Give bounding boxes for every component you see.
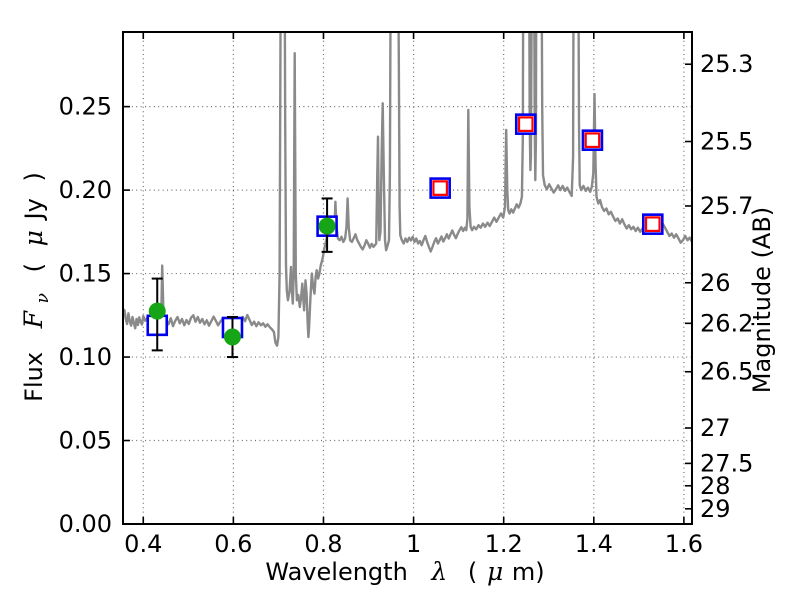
- y-left-title-close: ): [20, 172, 48, 181]
- y-right-tick-label: 26.5: [700, 358, 753, 386]
- observed-photometry-circle: [223, 328, 241, 346]
- y-right-tick-label: 27.5: [700, 449, 753, 477]
- mu-symbol-y: μ: [19, 230, 48, 246]
- y-left-title-unit: Jy: [20, 198, 48, 221]
- x-tick-label: 1.2: [485, 530, 523, 558]
- x-tick-label: 1.4: [575, 530, 613, 558]
- y-right-tick-label: 26.2: [700, 309, 753, 337]
- y-left-tick-label: 0.25: [59, 93, 112, 121]
- fit-photometry-square: [644, 216, 661, 233]
- nu-symbol: ν: [33, 293, 53, 303]
- observed-photometry-circle: [318, 217, 336, 235]
- y-left-axis-title: Flux F ν ( μ Jy ): [19, 172, 54, 402]
- x-axis-title-word: Wavelength: [265, 558, 407, 586]
- y-right-tick-label: 27: [700, 414, 731, 442]
- x-tick-label: 0.6: [214, 530, 252, 558]
- model-spectrum-line: [123, 32, 692, 347]
- flux-f-symbol: F: [19, 309, 48, 329]
- fit-photometry-square: [584, 132, 601, 149]
- mu-symbol-x: μ: [487, 557, 503, 586]
- x-tick-label: 1.6: [665, 530, 703, 558]
- y-left-tick-label: 0.15: [59, 260, 112, 288]
- x-tick-label: 0.8: [304, 530, 342, 558]
- y-right-tick-label: 25.7: [700, 192, 753, 220]
- y-left-tick-label: 0.00: [59, 510, 112, 538]
- x-tick-label: 0.4: [124, 530, 162, 558]
- x-axis-title-open: (: [468, 558, 477, 586]
- x-axis-title-close: m): [512, 558, 545, 586]
- x-tick-label: 1: [406, 530, 421, 558]
- y-right-tick-label: 26: [700, 269, 731, 297]
- fit-photometry-square: [432, 180, 449, 196]
- y-left-tick-label: 0.20: [59, 176, 112, 204]
- plot-border: [122, 31, 693, 525]
- observed-photometry-circle: [148, 302, 166, 320]
- y-right-tick-label: 28: [700, 472, 731, 500]
- y-right-tick-label: 25.5: [700, 128, 753, 156]
- chart-layer: 0.4 0.6 0.8 1 1.2 1.4 1.6 0.00 0.05 0.10 0.15 0.20 0…: [59, 31, 753, 558]
- y-right-tick-label: 29: [700, 495, 731, 523]
- y-right-axis-title: Magnitude (AB): [748, 207, 776, 393]
- lambda-symbol: λ: [430, 557, 447, 586]
- y-left-tick-label: 0.05: [59, 427, 112, 455]
- x-axis-title: Wavelength λ ( μ m): [265, 557, 544, 586]
- y-left-tick-label: 0.10: [59, 343, 112, 371]
- y-left-title-open: (: [20, 263, 48, 272]
- y-right-tick-label: 25.3: [700, 50, 753, 78]
- fit-photometry-square: [517, 116, 534, 133]
- y-left-title-word: Flux: [20, 352, 48, 402]
